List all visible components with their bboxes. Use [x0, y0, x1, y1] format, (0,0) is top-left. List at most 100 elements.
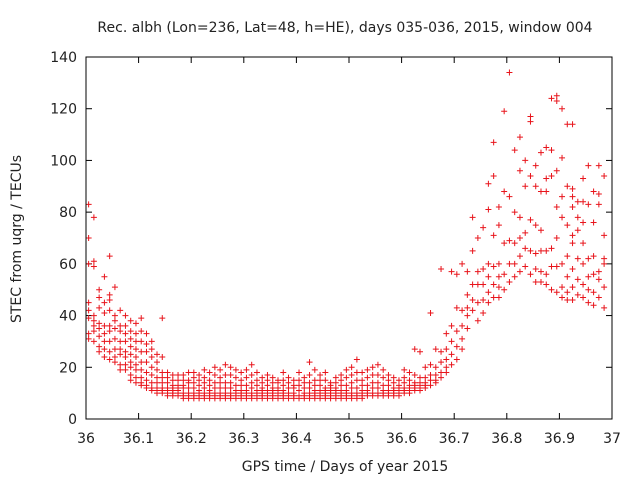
data-point [148, 379, 155, 386]
data-point [111, 284, 118, 291]
data-point [238, 395, 245, 402]
data-point [580, 294, 587, 301]
data-point [364, 392, 371, 399]
data-point [143, 348, 150, 355]
data-point [338, 372, 345, 379]
data-point [154, 379, 161, 386]
data-point [464, 304, 471, 311]
y-axis-label: STEC from uqrg / TECUs [9, 155, 25, 323]
data-point [90, 214, 97, 221]
data-point [485, 289, 492, 296]
data-point [564, 297, 571, 304]
data-point [443, 356, 450, 363]
data-point [111, 325, 118, 332]
data-point [590, 302, 597, 309]
data-point [569, 121, 576, 128]
data-point [406, 369, 413, 376]
data-point [85, 260, 92, 267]
data-point [343, 395, 350, 402]
data-point [296, 382, 303, 389]
data-point [122, 330, 129, 337]
x-tick-label: 36.1 [123, 431, 154, 447]
data-point [222, 361, 229, 368]
data-point [464, 291, 471, 298]
data-point [480, 224, 487, 231]
data-point [432, 364, 439, 371]
data-point [164, 369, 171, 376]
data-point [106, 328, 113, 335]
data-point [495, 203, 502, 210]
data-point [264, 377, 271, 384]
data-point [438, 348, 445, 355]
data-point [138, 374, 145, 381]
data-point [117, 328, 124, 335]
data-point [369, 384, 376, 391]
data-point [590, 289, 597, 296]
data-point [390, 374, 397, 381]
data-point [548, 263, 555, 270]
data-point [196, 382, 203, 389]
data-point [101, 330, 108, 337]
data-point [222, 379, 229, 386]
data-point [495, 284, 502, 291]
data-point [185, 369, 192, 376]
data-point [559, 154, 566, 161]
data-point [348, 379, 355, 386]
data-point [390, 392, 397, 399]
data-point [553, 92, 560, 99]
data-point [96, 343, 103, 350]
data-point [85, 307, 92, 314]
data-point [369, 392, 376, 399]
data-point [306, 359, 313, 366]
data-point [506, 237, 513, 244]
data-point [85, 201, 92, 208]
data-point [417, 348, 424, 355]
data-point [132, 346, 139, 353]
data-point [290, 384, 297, 391]
data-point [127, 359, 134, 366]
data-point [527, 271, 534, 278]
data-point [232, 382, 239, 389]
data-point [106, 338, 113, 345]
data-point [406, 390, 413, 397]
data-point [127, 364, 134, 371]
data-point [190, 374, 197, 381]
data-point [585, 162, 592, 169]
data-point [417, 374, 424, 381]
data-point [106, 297, 113, 304]
data-point [569, 297, 576, 304]
data-point [274, 379, 281, 386]
data-point [374, 392, 381, 399]
data-point [285, 379, 292, 386]
data-point [101, 338, 108, 345]
data-point [564, 222, 571, 229]
y-tick-label: 60 [59, 257, 77, 273]
data-point [185, 384, 192, 391]
data-point [85, 330, 92, 337]
data-point [427, 361, 434, 368]
data-point [374, 379, 381, 386]
data-point [253, 377, 260, 384]
data-point [438, 369, 445, 376]
data-point [459, 260, 466, 267]
data-point [532, 222, 539, 229]
data-point [501, 188, 508, 195]
data-point [474, 299, 481, 306]
data-point [516, 253, 523, 260]
data-point [427, 372, 434, 379]
data-point [380, 382, 387, 389]
data-point [190, 395, 197, 402]
data-point [485, 273, 492, 280]
data-point [511, 260, 518, 267]
data-point [474, 235, 481, 241]
data-point [132, 374, 139, 381]
data-point [306, 395, 313, 402]
data-point [175, 372, 182, 379]
y-tick-label: 0 [68, 412, 77, 428]
data-point [132, 379, 139, 386]
data-point [490, 263, 497, 270]
data-point [201, 384, 208, 391]
data-point [301, 379, 308, 386]
data-point [290, 395, 297, 402]
data-point [222, 384, 229, 391]
